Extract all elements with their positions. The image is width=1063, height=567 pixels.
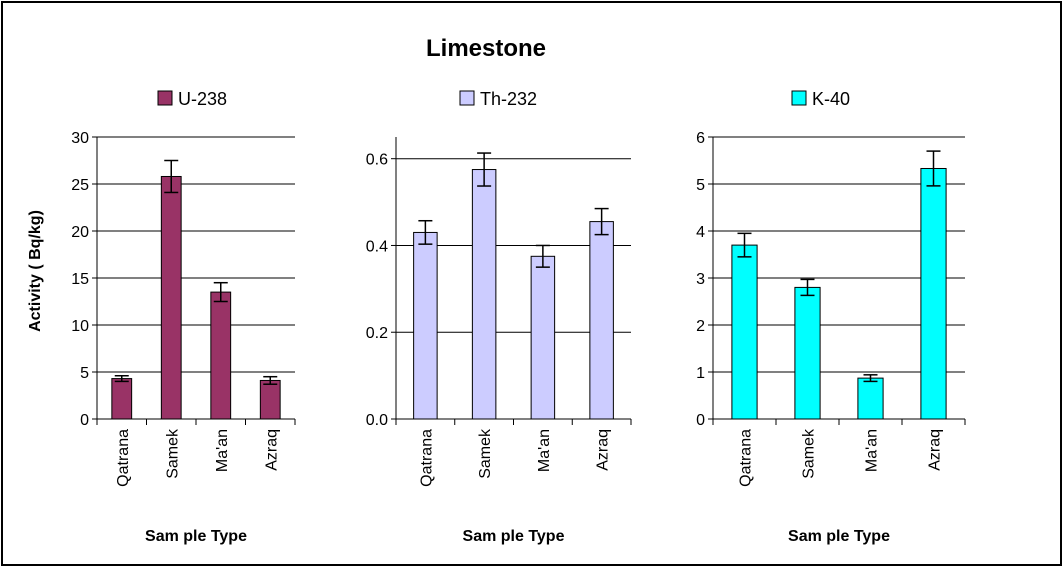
error-bar: [418, 219, 433, 245]
bar: [794, 286, 821, 420]
bar: [920, 167, 947, 420]
x-tick-label: Samek: [477, 428, 494, 479]
y-tick-label: 5: [80, 365, 89, 382]
y-tick-label: 0.0: [366, 412, 388, 429]
y-tick-label: 15: [71, 271, 89, 288]
bar: [731, 244, 758, 420]
y-tick-label: 0: [80, 412, 89, 429]
error-bar: [114, 375, 129, 383]
error-bar: [213, 281, 228, 303]
chart-title: Limestone: [426, 35, 546, 62]
x-tick-label: Qatrana: [418, 429, 435, 487]
y-tick-label: 2: [696, 318, 705, 335]
x-axis-label: Sam ple Type: [145, 528, 247, 545]
legend-label: K-40: [812, 89, 850, 109]
error-bar: [863, 374, 878, 383]
y-tick-label: 25: [71, 177, 89, 194]
x-tick-label: Ma'an: [214, 429, 231, 472]
bar: [413, 231, 438, 420]
legend-label: Th-232: [480, 89, 537, 109]
legend-label: U-238: [178, 89, 227, 109]
x-tick-label: Azraq: [263, 429, 280, 471]
bar: [111, 378, 133, 420]
y-tick-label: 0.4: [366, 238, 388, 255]
bar: [857, 377, 884, 420]
chart-panel-0: U-238 0 5 10 15 20 25 30 Qatrana Samek Ma'an Azraq S…: [71, 89, 296, 545]
legend-swatch: [791, 90, 807, 106]
y-tick-label: 3: [696, 271, 705, 288]
x-tick-label: Azraq: [595, 429, 612, 471]
bar: [589, 221, 614, 420]
y-tick-label: 0.6: [366, 152, 388, 169]
x-tick-label: Samek: [164, 428, 181, 479]
y-tick-label: 30: [71, 130, 89, 147]
x-tick-label: Ma'an: [536, 429, 553, 472]
y-axis-label: Activity ( Bq/kg): [27, 210, 44, 332]
legend-swatch: [459, 90, 475, 106]
bar: [210, 291, 232, 420]
y-tick-label: 1: [696, 365, 705, 382]
x-tick-label: Ma'an: [864, 429, 881, 472]
bar: [530, 255, 556, 420]
y-tick-label: 6: [696, 130, 705, 147]
error-bar: [737, 232, 752, 258]
y-tick-label: 0: [696, 412, 705, 429]
y-tick-label: 10: [71, 318, 89, 335]
error-bar: [535, 244, 550, 268]
legend-swatch: [157, 90, 173, 106]
error-bar: [926, 150, 941, 187]
y-tick-label: 5: [696, 177, 705, 194]
error-bar: [263, 375, 278, 385]
chart-panel-1: Th-232 0.0 0.2 0.4 0.6 Qatrana Samek Ma'an Azraq…: [366, 89, 632, 545]
error-bar: [477, 152, 492, 187]
x-tick-label: Samek: [801, 428, 818, 479]
x-axis-label: Sam ple Type: [788, 528, 890, 545]
chart-panel-2: K-40 0 1 2 3 4 5 6 Qatrana Samek Ma'an Azraq Sam ple…: [696, 89, 966, 545]
bar: [259, 379, 281, 420]
bar: [160, 175, 182, 420]
error-bar: [164, 159, 179, 194]
error-bar: [594, 207, 609, 236]
error-bar: [800, 278, 815, 297]
y-tick-label: 0.2: [366, 325, 388, 342]
y-tick-label: 4: [696, 224, 705, 241]
x-axis-label: Sam ple Type: [463, 528, 565, 545]
x-tick-label: Qatrana: [115, 429, 132, 487]
bar: [471, 169, 497, 420]
x-tick-label: Azraq: [927, 429, 944, 471]
y-tick-label: 20: [71, 224, 89, 241]
x-tick-label: Qatrana: [738, 429, 755, 487]
